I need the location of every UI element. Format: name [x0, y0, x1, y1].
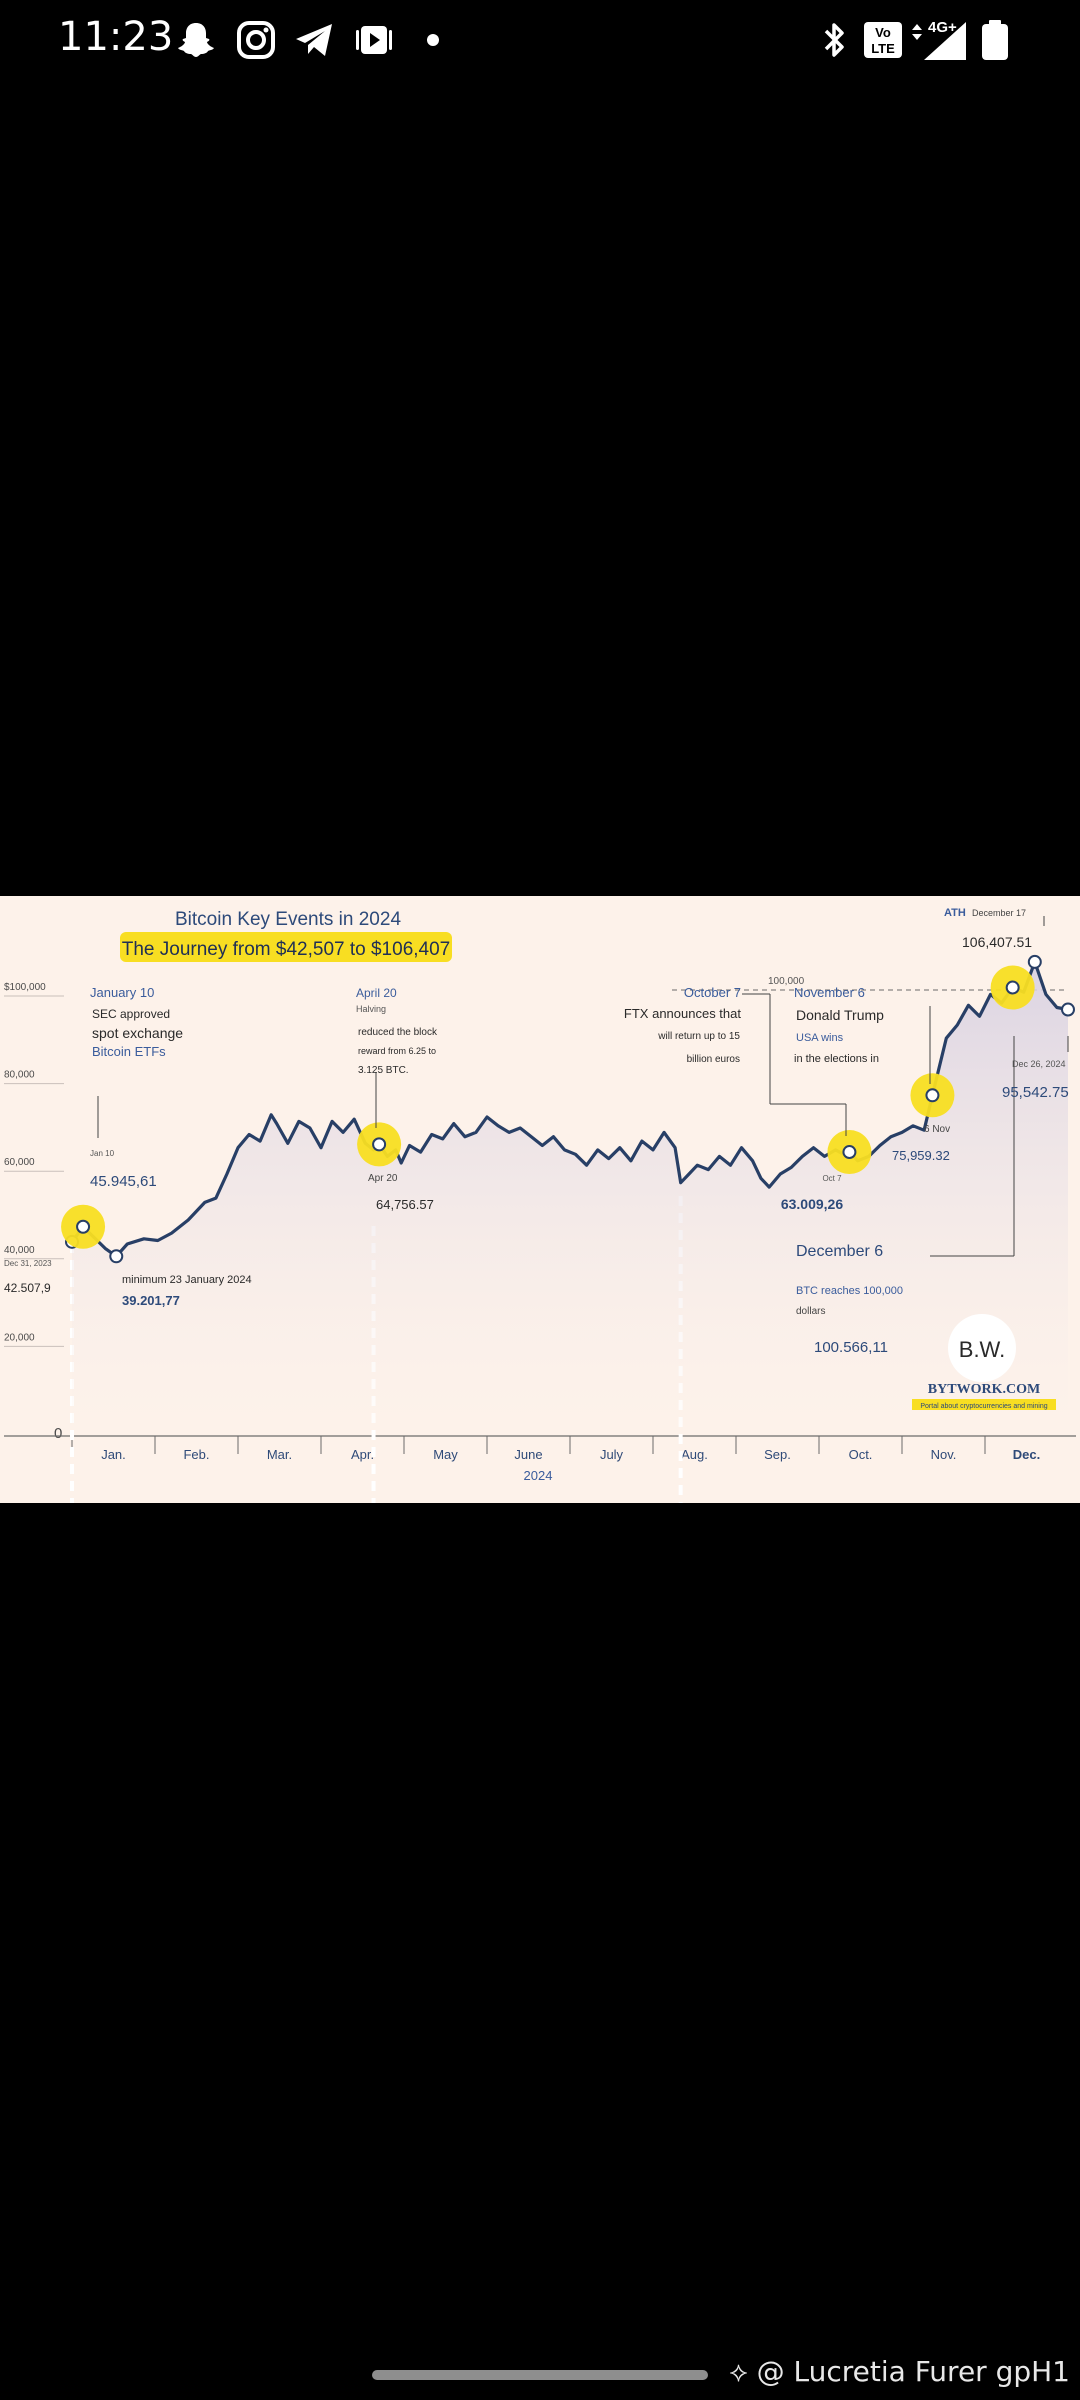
annotation-marker-label: Oct 7 [822, 1174, 842, 1183]
x-tick-label: June [514, 1447, 542, 1462]
subtitle-highlight [120, 932, 452, 962]
instagram-icon [237, 21, 275, 59]
annotation-marker-label: Jan 10 [90, 1149, 115, 1158]
annotation-text: SEC approved [92, 1007, 170, 1021]
x-tick-label: Feb. [183, 1447, 209, 1462]
y-tick-label: 0 [54, 1425, 62, 1442]
bluetooth-icon [824, 23, 844, 57]
annotation-text: reward from 6.25 to [358, 1046, 436, 1056]
event-point [1061, 1002, 1075, 1017]
svg-text:LTE: LTE [871, 41, 895, 56]
home-indicator[interactable] [372, 2370, 708, 2380]
annotation-value: 39.201,77 [122, 1293, 180, 1308]
annotation-text: BTC reaches 100,000 [796, 1285, 903, 1297]
x-tick-label: Nov. [931, 1447, 957, 1462]
annotation-date: October 7 [684, 985, 741, 1000]
annotation-text: in the elections in [794, 1053, 879, 1065]
y-tick-label: 20,000 [4, 1332, 35, 1343]
annotation-date: January 10 [90, 985, 154, 1000]
x-tick-label: Jan. [101, 1447, 126, 1462]
logo-tagline: Portal about cryptocurrencies and mining [920, 1403, 1047, 1410]
annotation-text: USA wins [796, 1032, 844, 1044]
annotation-date: April 20 [356, 986, 397, 1000]
reference-label: 100,000 [768, 976, 805, 987]
annotation-value: 100.566,11 [814, 1339, 888, 1356]
chart-subtitle: The Journey from $42,507 to $106,407 [122, 939, 451, 960]
annotation-text: FTX announces that [624, 1006, 741, 1021]
x-tick-label: Apr. [351, 1447, 374, 1462]
annotation-text: spot exchange [92, 1025, 183, 1041]
btc-2024-chart: 0 20,000 40,000 60,000 80,000 $100,000 100,000… [4, 907, 1076, 1503]
annotation-text: 3.125 BTC. [358, 1065, 409, 1076]
annotation-marker-label: 6 Nov [924, 1124, 950, 1135]
x-axis-title: 2024 [524, 1468, 553, 1483]
dot-icon [427, 34, 439, 46]
annotation-value: 64,756.57 [376, 1197, 434, 1212]
media-icon [356, 26, 392, 54]
battery-icon [982, 20, 1008, 60]
binance-icon: ⟡ [729, 2355, 748, 2388]
y-tick-label: 40,000 [4, 1245, 35, 1256]
price-area [72, 961, 1068, 1428]
annotation-date: December 17 [972, 908, 1026, 918]
y-tick-label: 60,000 [4, 1157, 35, 1168]
annotation-text: will return up to 15 [657, 1031, 740, 1042]
annotation-value: 95,542.75 [1002, 1084, 1069, 1101]
x-tick-label: July [600, 1447, 624, 1462]
annotation-text: Donald Trump [796, 1007, 884, 1023]
watermark: ⟡ @ Lucretia Furer gpH1 [729, 2355, 1070, 2389]
chart-title: Bitcoin Key Events in 2024 [175, 909, 401, 930]
status-bar: 11:23 Vo LTE 4G+ [0, 0, 1080, 80]
snapchat-icon [178, 23, 214, 57]
annotation-value: 45.945,61 [90, 1173, 157, 1190]
event-point [372, 1137, 387, 1152]
annotation-date: November 6 [794, 985, 865, 1000]
volte-icon: Vo LTE [864, 22, 902, 58]
status-time: 11:23 [58, 14, 174, 60]
telegram-icon [296, 24, 332, 56]
annotation-text: minimum 23 January 2024 [122, 1274, 252, 1286]
event-point [925, 1088, 940, 1103]
annotation-text: reduced the block [358, 1027, 438, 1038]
x-tick-label: Mar. [267, 1447, 292, 1462]
x-tick-label: Dec. [1013, 1447, 1040, 1462]
start-value-label: 42.507,9 [4, 1281, 51, 1295]
logo-site: BYTWORK.COM [928, 1382, 1040, 1397]
x-tick-label: Oct. [849, 1447, 873, 1462]
annotation-value: 106,407.51 [962, 934, 1032, 950]
annotation-value: 63.009,26 [781, 1196, 843, 1212]
logo-badge [948, 1314, 1016, 1382]
annotation-text: Halving [356, 1004, 386, 1014]
x-tick-label: Aug. [681, 1447, 708, 1462]
x-tick-label: May [433, 1447, 458, 1462]
y-tick-label: 80,000 [4, 1070, 35, 1081]
event-point [76, 1219, 91, 1234]
event-point [842, 1145, 857, 1160]
signal-4g-icon: 4G+ [912, 19, 966, 60]
watermark-text: @ Lucretia Furer gpH1 [756, 2355, 1070, 2388]
annotation-date: December 6 [796, 1243, 883, 1260]
y-tick-label: $100,000 [4, 982, 46, 993]
annotation-text: billion euros [687, 1054, 740, 1065]
chart-card: 0 20,000 40,000 60,000 80,000 $100,000 100,000… [0, 896, 1080, 1503]
logo-initials: B.W. [959, 1337, 1005, 1362]
event-point [1005, 980, 1020, 995]
svg-text:4G+: 4G+ [928, 19, 957, 36]
annotation-date: Dec 26, 2024 [1012, 1059, 1066, 1069]
svg-text:Vo: Vo [875, 25, 891, 40]
annotation-text: Bitcoin ETFs [92, 1044, 166, 1059]
price-line [70, 960, 1069, 1258]
event-point [1027, 954, 1042, 969]
annotation-value: 75,959.32 [892, 1148, 950, 1163]
start-date-label: Dec 31, 2023 [4, 1259, 52, 1268]
annotation-text: dollars [796, 1306, 825, 1317]
logo-tagline-highlight [912, 1399, 1056, 1410]
event-point [109, 1249, 124, 1264]
x-tick-label: Sep. [764, 1447, 791, 1462]
ath-tag: ATH [944, 907, 966, 919]
annotation-marker-label: Apr 20 [368, 1173, 398, 1184]
